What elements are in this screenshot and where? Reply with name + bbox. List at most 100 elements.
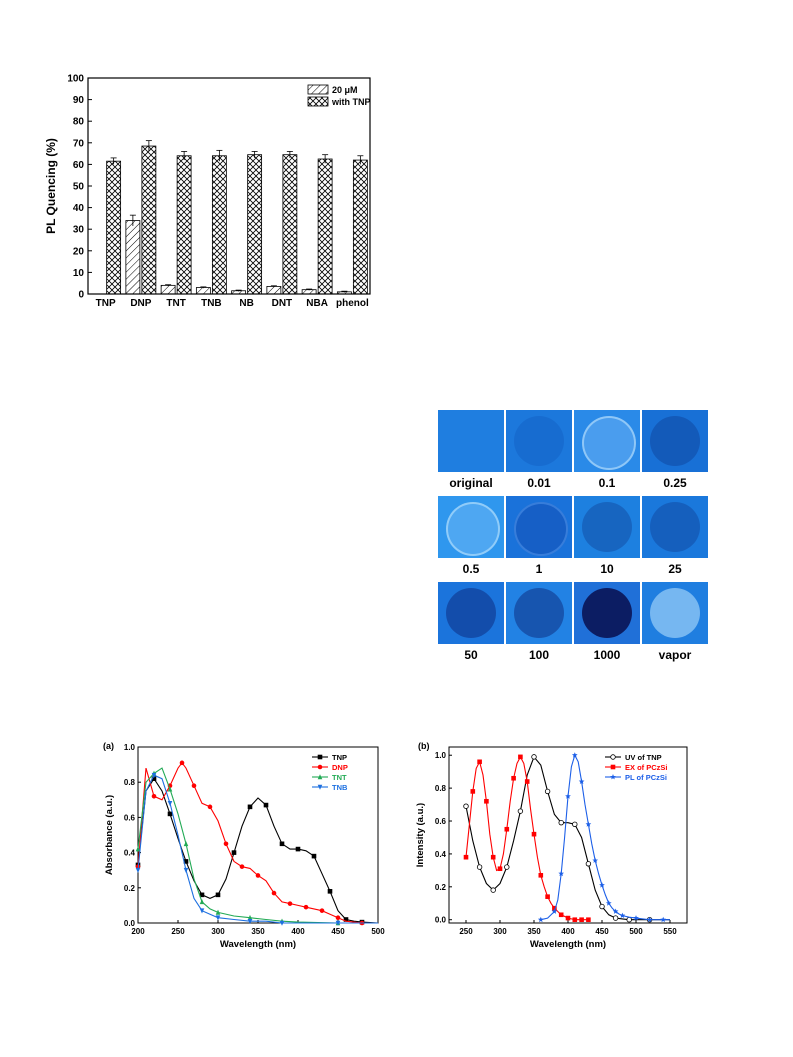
data-point (231, 850, 237, 855)
data-point (524, 779, 530, 784)
series-line (137, 774, 378, 924)
data-point (544, 788, 551, 795)
y-tick-label: 50 (73, 182, 85, 193)
photo-cell (642, 582, 708, 644)
sample-spot (514, 588, 564, 638)
x-tick-label: 300 (493, 927, 507, 936)
data-point (317, 774, 323, 780)
y-tick-label: 0.4 (435, 850, 447, 859)
data-point (599, 882, 605, 888)
bar (247, 154, 263, 295)
y-tick-label: 0.2 (124, 884, 136, 893)
data-point (135, 867, 141, 873)
photo-label: 1 (535, 562, 543, 576)
y-tick-label: 0.6 (124, 813, 136, 822)
y-axis-label: Intensity (a.u.) (415, 803, 426, 867)
data-point (167, 811, 173, 817)
category-label: NBA (306, 298, 328, 309)
data-point (592, 857, 599, 863)
data-point (303, 904, 309, 910)
data-point (558, 870, 565, 877)
data-point (612, 908, 619, 914)
x-tick-label: 550 (663, 927, 677, 936)
data-point (470, 789, 476, 794)
data-point (191, 783, 197, 789)
y-tick-label: 0.2 (435, 883, 447, 892)
photo-cell (506, 496, 572, 558)
photo-grid: original 0.01 0.1 0.25 0.5 1 10 25 50 100 1000 vapo… (438, 410, 710, 672)
category-label: TNB (201, 298, 222, 309)
photo-cell (574, 582, 640, 644)
bar (176, 155, 192, 295)
data-point (571, 752, 578, 758)
data-point (626, 917, 632, 923)
data-point (578, 778, 585, 784)
data-point (255, 873, 261, 878)
bar (195, 287, 211, 295)
sample-spot (514, 502, 568, 556)
data-point (183, 841, 189, 847)
sample-spot (650, 502, 700, 552)
y-tick-label: 90 (73, 95, 85, 106)
bar (282, 154, 298, 295)
data-point (605, 900, 612, 906)
legend-label: EX of PCzSi (625, 763, 668, 772)
data-point (279, 841, 285, 847)
photo-cell (506, 410, 572, 472)
category-label: phenol (336, 298, 369, 309)
data-point (484, 798, 489, 804)
data-point (572, 917, 578, 923)
bar (317, 158, 333, 295)
data-point (610, 774, 616, 780)
y-tick-label: 30 (73, 225, 85, 236)
data-point (633, 915, 639, 921)
photo-label: 0.1 (598, 476, 616, 490)
data-point (239, 864, 245, 869)
data-point (135, 846, 141, 852)
data-point (179, 760, 185, 766)
panel-label: (a) (103, 741, 114, 751)
x-tick-label: 400 (561, 927, 575, 936)
x-tick-label: 250 (171, 927, 185, 936)
x-axis-label: Wavelength (nm) (220, 939, 296, 950)
y-tick-label: 0.8 (435, 784, 447, 793)
legend-label: TNT (332, 773, 347, 782)
data-point (531, 754, 537, 760)
x-tick-label: 350 (527, 927, 541, 936)
y-tick-label: 80 (73, 117, 85, 128)
data-point (335, 920, 341, 926)
data-point (215, 909, 221, 915)
data-point (311, 853, 317, 859)
sample-spot (446, 502, 500, 556)
data-point (271, 890, 277, 896)
legend-swatch (307, 84, 329, 95)
photo-label: 10 (600, 562, 614, 576)
legend-label: TNP (332, 753, 347, 762)
legend-label: TNB (332, 783, 348, 792)
data-point (183, 867, 189, 873)
data-point (199, 892, 205, 898)
uv-absorbance-chart: 200 250 300 350 400 450 500 0.0 0.2 0.4 0.6 0.8 1.0 W… (103, 741, 385, 950)
data-point (463, 803, 469, 809)
data-point (151, 772, 157, 778)
y-tick-label: 20 (73, 246, 85, 257)
series-line (137, 777, 379, 924)
data-point (610, 754, 616, 760)
data-point (151, 793, 157, 799)
x-tick-label: 350 (251, 927, 265, 936)
data-point (511, 775, 516, 781)
series-line (465, 755, 670, 921)
y-tick-label: 10 (73, 268, 85, 279)
data-point (599, 903, 605, 910)
photo-cell (642, 410, 708, 472)
data-point (504, 826, 510, 832)
data-point (585, 861, 592, 867)
data-point (504, 864, 510, 870)
sample-spot (582, 416, 636, 470)
photo-label: 0.5 (462, 562, 480, 576)
data-point (646, 916, 653, 923)
x-tick-label: 300 (211, 927, 225, 936)
y-tick-label: 40 (73, 203, 85, 214)
photo-label: 25 (668, 562, 682, 576)
y-tick-label: 0.0 (435, 916, 447, 925)
